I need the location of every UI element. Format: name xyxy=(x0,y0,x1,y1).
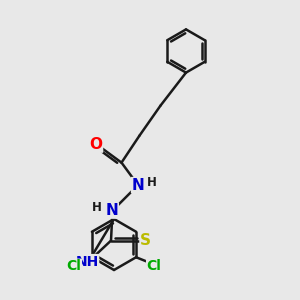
Text: N: N xyxy=(106,203,118,218)
Text: S: S xyxy=(140,233,151,248)
Text: NH: NH xyxy=(75,255,99,268)
Text: Cl: Cl xyxy=(147,259,161,273)
Text: N: N xyxy=(132,178,144,193)
Text: Cl: Cl xyxy=(67,259,81,273)
Text: H: H xyxy=(147,176,156,189)
Text: H: H xyxy=(92,201,102,214)
Text: O: O xyxy=(89,137,103,152)
